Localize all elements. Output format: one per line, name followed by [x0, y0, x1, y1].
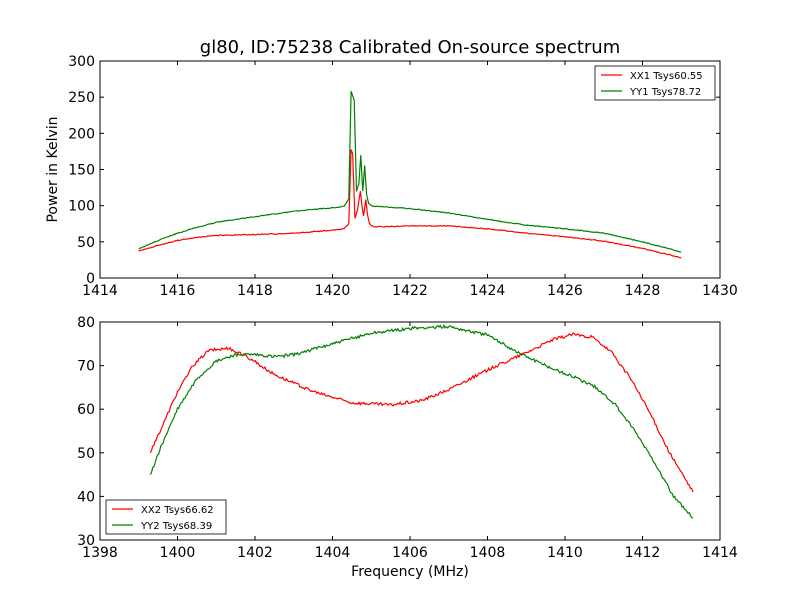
x-axis-title: Frequency (MHz) — [351, 564, 469, 580]
x-tick-label: 1422 — [392, 283, 428, 299]
x-tick-label: 1420 — [315, 283, 351, 299]
y-axis-title: Power in Kelvin — [45, 116, 61, 222]
series-line-2-2 — [149, 324, 694, 519]
x-tick-label: 1430 — [702, 283, 738, 299]
figure-title: gl80, ID:75238 Calibrated On-source spec… — [200, 37, 620, 58]
legend-label: XX1 Tsys60.55 — [630, 71, 703, 82]
y-tick-label: 250 — [68, 90, 95, 106]
y-tick-label: 150 — [68, 163, 95, 179]
x-tick-label: 1402 — [237, 545, 273, 561]
y-tick-label: 50 — [77, 235, 95, 251]
x-tick-label: 1424 — [470, 283, 506, 299]
legend-label: YY1 Tsys78.72 — [629, 87, 701, 98]
series-line-2-1 — [149, 332, 694, 493]
x-tick-label: 1412 — [625, 545, 661, 561]
legend-box — [594, 65, 716, 101]
x-tick-label: 1426 — [547, 283, 583, 299]
y-tick-label: 300 — [68, 54, 95, 70]
y-tick-label: 100 — [68, 199, 95, 215]
legend-label: XX2 Tsys66.62 — [141, 505, 214, 516]
series-line-1-2 — [138, 91, 682, 253]
legend-1: XX1 Tsys60.55 YY1 Tsys78.72 — [594, 65, 716, 101]
x-tick-label: 1416 — [160, 283, 196, 299]
x-tick-label: 1404 — [315, 545, 351, 561]
y-tick-label: 40 — [77, 489, 95, 505]
x-tick-label: 1414 — [702, 545, 738, 561]
x-tick-label: 1428 — [625, 283, 661, 299]
x-tick-label: 1418 — [237, 283, 273, 299]
legend-box — [105, 499, 227, 535]
subplot-1: 1414 1416 1418 1420 1422 1424 1426 1428 1430 0 50 1… — [45, 54, 738, 299]
legend-2: XX2 Tsys66.62 YY2 Tsys68.39 — [105, 499, 227, 535]
y-tick-label: 70 — [77, 359, 95, 375]
x-tick-label: 1410 — [547, 545, 583, 561]
y-tick-label: 60 — [77, 402, 95, 418]
subplot-2: 1398 1400 1402 1404 1406 1408 1410 1412 1414 30 40… — [77, 315, 738, 580]
y-tick-label: 30 — [77, 533, 95, 549]
x-tick-label: 1398 — [82, 545, 118, 561]
legend-label: YY2 Tsys68.39 — [140, 521, 212, 532]
y-tick-label: 0 — [86, 271, 95, 287]
series-line-1-1 — [138, 149, 682, 259]
y-tick-label: 200 — [68, 126, 95, 142]
x-tick-label: 1408 — [470, 545, 506, 561]
y-tick-label: 80 — [77, 315, 95, 331]
x-tick-label: 1406 — [392, 545, 428, 561]
subplots: 1414 1416 1418 1420 1422 1424 1426 1428 14300501… — [45, 54, 738, 580]
x-tick-label: 1414 — [82, 283, 118, 299]
y-tick-label: 50 — [77, 446, 95, 462]
x-tick-label: 1400 — [160, 545, 196, 561]
